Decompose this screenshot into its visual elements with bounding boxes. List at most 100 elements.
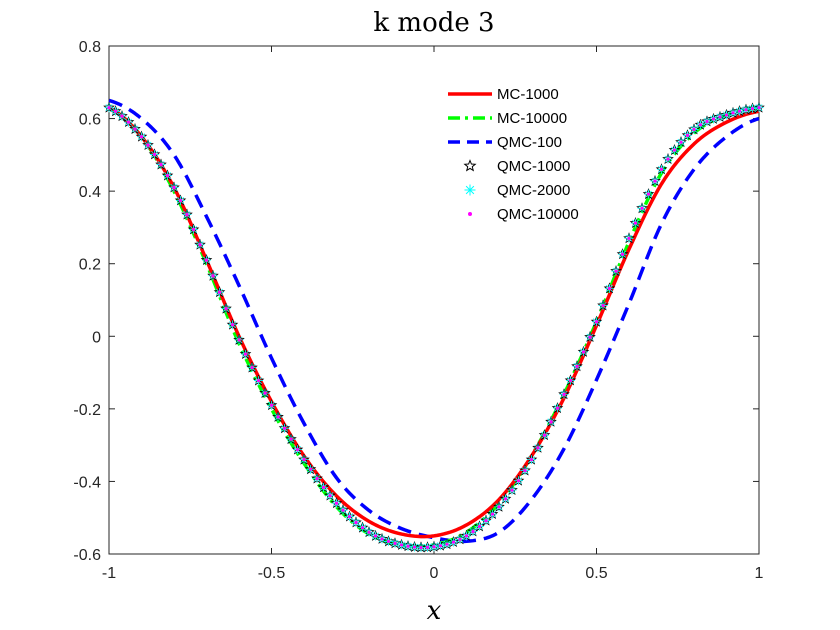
point-marker [497,505,501,509]
point-marker [614,269,618,273]
point-marker [757,106,761,110]
legend-label: QMC-2000 [497,182,570,199]
point-marker [198,243,202,247]
point-marker [568,378,573,383]
point-marker [588,335,592,339]
point-marker [237,338,241,342]
legend-label: MC-10000 [497,110,567,127]
y-tick-label: 0 [92,329,101,346]
axis-ticks: -1 -0.5 0 0.5 1 -0.6 -0.4 -0.2 0 0.2 0.4 0.6 0.8 [73,39,763,582]
point-marker [152,152,157,157]
point-marker [126,120,131,124]
point-marker [224,307,228,311]
point-marker [607,286,612,291]
point-marker [185,213,189,217]
x-tick-label: -1 [102,565,116,582]
x-tick-label: 1 [755,565,764,582]
point-marker [250,366,254,370]
point-marker [256,378,261,383]
point-marker [367,530,371,534]
point-marker [705,119,709,124]
x-tick-label: -0.5 [258,565,286,582]
point-marker [523,468,527,473]
point-marker [737,109,742,113]
point-marker [295,448,300,452]
point-marker [458,537,462,541]
point-marker [711,117,716,121]
point-marker [107,106,111,110]
legend: MC-1000 MC-10000 QMC-100 QMC-1000 QMC-2000 QM… [448,86,579,223]
point-marker [659,167,664,171]
y-tick-label: 0.4 [79,184,101,201]
point-marker [724,113,729,117]
point-marker [406,544,410,548]
point-marker [425,545,430,549]
y-tick-label: 0.2 [79,257,101,274]
y-tick-label: -0.6 [73,547,101,564]
point-marker [471,529,475,534]
point-marker [308,467,313,471]
point-marker [581,350,586,354]
legend-item: MC-1000 [448,86,559,103]
point-marker [536,446,540,450]
series-qmc-100 [108,98,760,544]
point-marker [646,192,651,196]
series-layer [103,98,765,553]
point-marker [146,143,150,147]
point-marker [276,415,280,419]
point-marker [445,542,449,546]
point-marker [165,174,170,178]
point-marker [627,236,631,240]
point-marker [731,111,735,115]
point-marker [464,534,469,538]
point-marker [510,488,514,492]
point-marker [204,258,209,262]
point-marker [386,539,391,544]
point-marker [230,323,235,327]
point-marker [484,519,488,523]
point-marker [620,252,625,256]
point-marker [191,227,196,232]
point-marker [692,127,696,132]
point-marker [438,544,443,548]
y-tick-label: 0.8 [79,39,101,56]
legend-item: QMC-2000 [464,182,570,199]
point-marker [211,274,215,278]
legend-item: QMC-10000 [468,206,579,223]
point-marker [217,290,222,294]
point-marker [302,458,306,462]
point-marker [380,537,384,541]
point-marker [633,221,638,225]
point-marker [282,426,287,430]
point-marker [562,392,566,396]
point-marker [393,541,397,545]
legend-label: QMC-10000 [497,206,579,223]
point-marker [347,515,352,519]
point-marker [666,157,670,161]
point-marker [516,479,521,483]
point-marker [744,108,748,112]
point-marker [750,106,755,111]
point-marker [503,497,508,501]
x-tick-label: 0.5 [585,565,607,582]
series-line-mc-1000 [108,106,760,539]
point-marker [490,512,495,516]
series-line-qmc-100 [108,98,760,544]
legend-item: QMC-100 [448,134,562,151]
y-tick-label: -0.4 [73,474,101,491]
series-qmc-10000 [107,106,761,550]
legend-item: MC-10000 [448,110,567,127]
point-marker [640,206,644,210]
point-marker [594,320,599,324]
point-marker [289,437,293,441]
y-tick-label: -0.2 [73,402,101,419]
point-marker [679,140,683,144]
chart-title: k mode 3 [373,8,494,38]
point-marker [263,391,267,395]
point-marker [269,403,274,407]
legend-item: QMC-1000 [463,158,570,175]
point-marker [159,162,163,167]
point-marker [698,123,703,127]
point-marker [549,420,553,424]
point-marker [575,364,579,368]
